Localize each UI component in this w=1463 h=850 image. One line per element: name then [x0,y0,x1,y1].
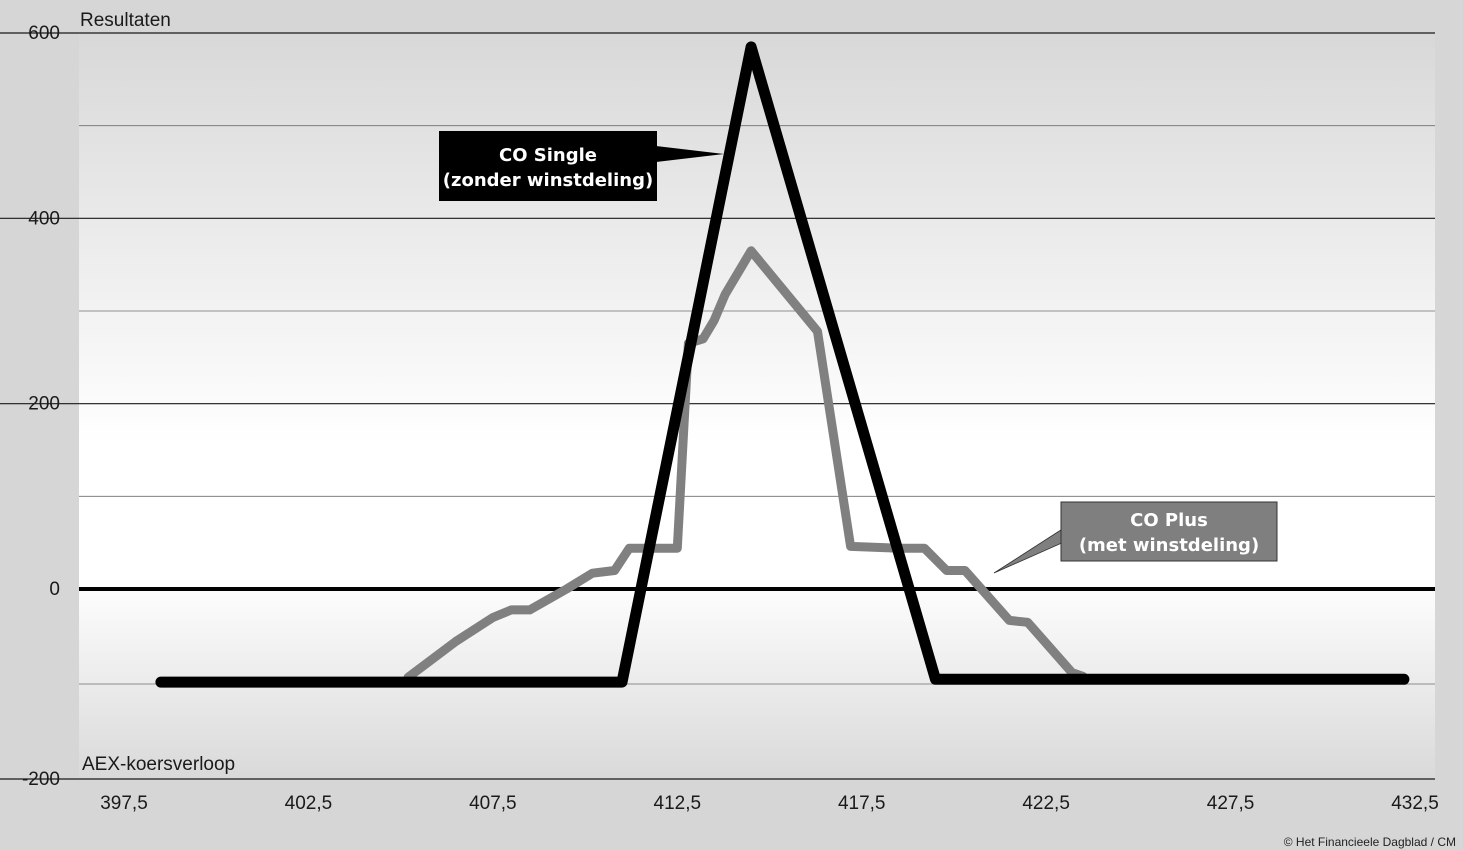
credit-text: © Het Financieele Dagblad / CM [1284,835,1456,849]
y-axis-title: Resultaten [80,10,171,31]
x-tick-label: 407,5 [469,793,517,814]
x-tick-label: 412,5 [654,793,702,814]
callout-co-plus: CO Plus (met winstdeling) [993,501,1278,574]
y-tick-label: 0 [49,579,60,600]
series-lines [155,41,1410,688]
callout-co-single-line1: CO Single [499,145,597,166]
callout-co-plus-line2: (met winstdeling) [1079,535,1259,556]
plot-area [79,33,1435,779]
callout-co-single-box [439,131,657,201]
y-tick-label: 400 [28,208,60,229]
y-tick-label: -200 [22,769,60,790]
callout-co-plus-line1: CO Plus [1130,510,1208,531]
x-tick-label: 397,5 [100,793,148,814]
y-tick-label: 600 [28,23,60,44]
callout-co-single-pointer [656,146,724,162]
x-tick-label: 402,5 [285,793,333,814]
x-tick-label: 417,5 [838,793,886,814]
y-tick-label: 200 [28,394,60,415]
x-tick-label: 427,5 [1207,793,1255,814]
callout-co-plus-box [1060,501,1278,562]
x-axis-title: AEX-koersverloop [82,754,235,775]
x-tick-label: 422,5 [1022,793,1070,814]
x-axis-ticks: 397,5 402,5 407,5 412,5 417,5 422,5 427,5 432,5 [100,793,1439,814]
callout-co-single-line2: (zonder winstdeling) [443,170,653,191]
series-line-co-single [155,41,1410,688]
callout-co-single: CO Single (zonder winstdeling) [439,131,724,201]
y-axis-ticks: -200 0 200 400 600 [22,23,60,790]
x-tick-label: 432,5 [1391,793,1439,814]
series-line-co-plus [403,246,1088,682]
